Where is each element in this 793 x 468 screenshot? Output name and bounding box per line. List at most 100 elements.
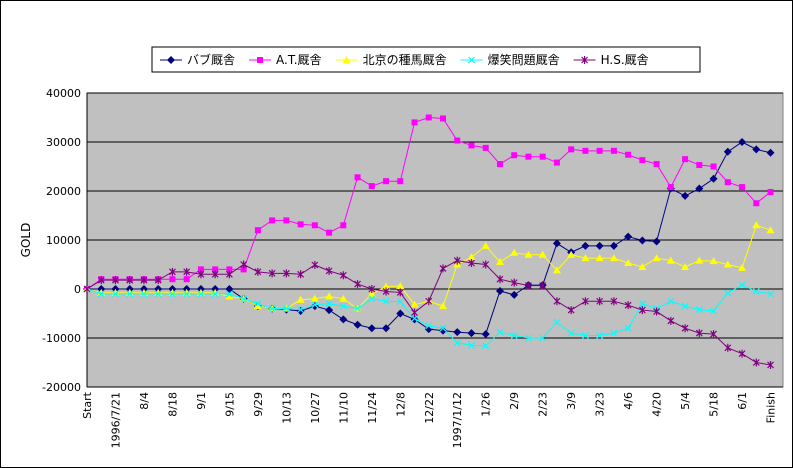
y-tick-label: 10000 — [46, 234, 81, 247]
data-point — [368, 295, 376, 303]
y-tick-label: -20000 — [42, 381, 81, 394]
data-point — [681, 262, 690, 270]
data-point — [310, 294, 319, 302]
data-point — [467, 329, 476, 338]
data-point — [510, 332, 518, 339]
data-point — [425, 322, 433, 330]
data-point — [495, 286, 504, 295]
data-point — [481, 330, 490, 339]
data-point — [581, 332, 589, 339]
data-point — [538, 250, 547, 258]
data-point — [738, 281, 746, 289]
data-point — [396, 298, 404, 306]
data-point — [439, 326, 447, 335]
data-point — [197, 266, 204, 273]
data-point — [453, 328, 462, 337]
data-point — [596, 332, 604, 339]
data-point — [525, 153, 532, 160]
data-point — [368, 183, 375, 190]
data-point — [439, 324, 447, 332]
data-point — [723, 147, 732, 156]
data-point — [240, 295, 248, 303]
y-tick-label: 0 — [74, 283, 81, 296]
data-point — [97, 276, 105, 285]
data-point — [397, 178, 404, 185]
data-point — [197, 270, 205, 279]
data-point — [596, 297, 604, 306]
data-point — [638, 262, 647, 270]
data-point — [340, 222, 347, 229]
data-point — [582, 147, 589, 154]
data-point — [767, 188, 774, 195]
data-point — [354, 174, 361, 181]
data-point — [382, 297, 390, 305]
x-tick-label: 11/10 — [337, 392, 350, 424]
data-point — [667, 184, 674, 191]
data-point — [666, 256, 675, 264]
data-point — [468, 259, 475, 268]
legend-marker — [342, 56, 351, 63]
data-point — [297, 270, 305, 279]
data-point — [709, 257, 718, 265]
data-point — [212, 266, 219, 273]
x-tick-label: 9/15 — [223, 392, 236, 417]
data-point — [126, 290, 134, 298]
data-point — [624, 301, 632, 310]
data-point — [268, 305, 276, 313]
data-point — [396, 288, 404, 297]
data-point — [454, 137, 461, 144]
data-point — [567, 250, 576, 258]
data-point — [625, 151, 632, 158]
data-point — [439, 302, 447, 310]
data-point — [639, 157, 646, 164]
data-point — [553, 159, 560, 166]
x-tick-label: 8/18 — [166, 392, 179, 417]
data-point — [453, 339, 461, 347]
data-point — [667, 316, 675, 325]
data-point — [638, 306, 646, 315]
data-point — [581, 241, 590, 250]
data-point — [154, 290, 162, 298]
data-point — [268, 269, 276, 278]
data-point — [681, 324, 689, 333]
data-point — [225, 290, 233, 298]
data-point — [596, 147, 603, 154]
data-point — [667, 297, 675, 305]
x-tick-label: 2/9 — [508, 392, 521, 410]
data-point — [753, 200, 760, 207]
data-point — [367, 289, 376, 297]
data-point — [653, 307, 661, 316]
data-point — [624, 232, 633, 241]
y-axis-label: GOLD — [19, 223, 33, 258]
data-point — [581, 254, 590, 262]
data-point — [723, 260, 732, 268]
data-point — [382, 282, 391, 290]
data-point — [510, 278, 518, 287]
data-point — [511, 152, 518, 159]
data-point — [169, 276, 176, 283]
data-point — [495, 258, 504, 266]
x-tick-label: 3/9 — [565, 392, 578, 410]
data-point — [425, 114, 432, 121]
data-point — [724, 289, 732, 297]
data-point — [739, 184, 746, 191]
data-point — [552, 266, 561, 274]
data-point — [368, 285, 376, 293]
data-point — [752, 288, 760, 295]
data-point — [482, 144, 489, 151]
data-point — [468, 341, 475, 349]
data-point — [681, 302, 689, 310]
data-point — [396, 282, 405, 290]
x-tick-label: 9/29 — [252, 392, 265, 417]
data-point — [653, 161, 660, 168]
legend-marker — [257, 57, 264, 63]
x-tick-label: 1/26 — [480, 392, 493, 417]
data-point — [354, 280, 361, 289]
data-point — [439, 264, 447, 273]
data-point — [724, 343, 732, 352]
data-point — [225, 292, 234, 300]
data-point — [410, 300, 419, 308]
data-point — [283, 217, 290, 224]
legend-label: 北京の種馬厩舎 — [363, 53, 447, 67]
